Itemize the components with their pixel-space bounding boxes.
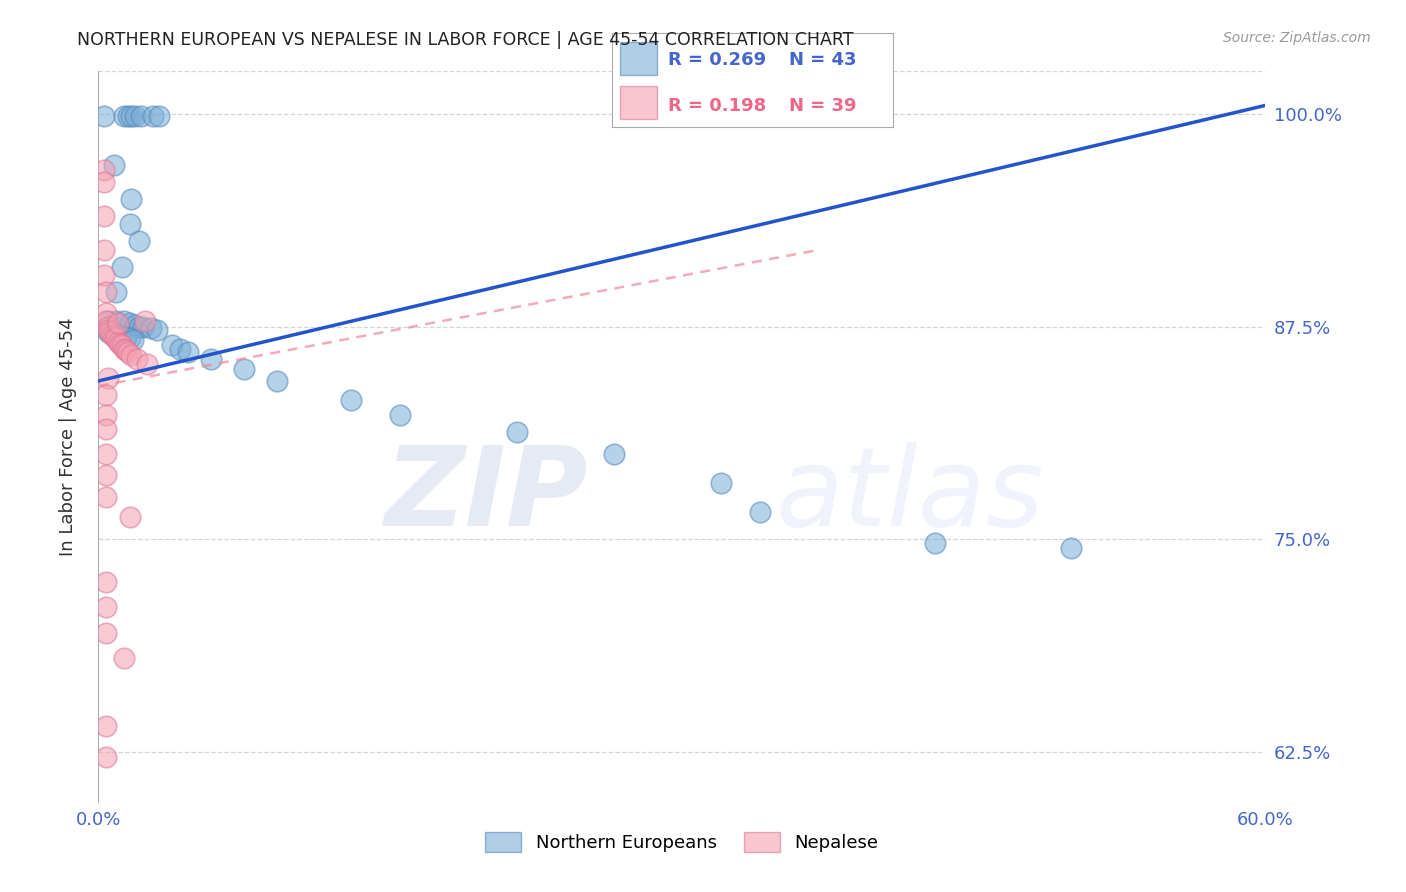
Point — [96, 600, 118, 615]
Point — [134, 314, 156, 328]
Point — [93, 175, 115, 189]
Point — [121, 348, 143, 362]
Point — [96, 314, 118, 328]
Point — [121, 109, 143, 123]
Point — [101, 328, 124, 343]
Point — [108, 336, 131, 351]
Text: Source: ZipAtlas.com: Source: ZipAtlas.com — [1223, 31, 1371, 45]
Point — [96, 421, 118, 435]
Point — [103, 329, 125, 343]
Point — [97, 319, 120, 334]
Point — [103, 158, 125, 172]
Point — [340, 392, 363, 407]
Point — [924, 535, 946, 549]
Point — [127, 351, 149, 366]
Point — [93, 268, 115, 283]
Text: N = 43: N = 43 — [789, 51, 856, 69]
FancyBboxPatch shape — [620, 87, 657, 120]
Text: N = 39: N = 39 — [789, 97, 856, 115]
Point — [103, 326, 125, 341]
Point — [96, 750, 118, 764]
Point — [136, 357, 159, 371]
Point — [93, 163, 115, 178]
Point — [93, 209, 115, 223]
Point — [603, 447, 626, 461]
Point — [1060, 541, 1083, 555]
Point — [233, 362, 256, 376]
Point — [96, 467, 118, 482]
Point — [96, 387, 118, 401]
Point — [97, 370, 120, 384]
Point — [112, 342, 135, 356]
Point — [93, 243, 115, 257]
Legend: Northern Europeans, Nepalese: Northern Europeans, Nepalese — [478, 824, 886, 860]
Point — [96, 490, 118, 504]
Point — [710, 475, 733, 490]
Point — [107, 316, 129, 330]
Point — [128, 319, 150, 334]
Text: R = 0.198: R = 0.198 — [668, 97, 766, 115]
Point — [96, 625, 118, 640]
Text: atlas: atlas — [775, 442, 1043, 549]
Point — [118, 510, 141, 524]
Point — [97, 314, 120, 328]
Point — [104, 314, 127, 328]
Point — [128, 235, 150, 249]
Point — [139, 321, 162, 335]
Point — [129, 109, 152, 123]
Point — [111, 260, 134, 274]
Point — [142, 109, 165, 123]
Point — [177, 345, 200, 359]
Point — [118, 218, 141, 232]
Point — [118, 316, 141, 330]
Point — [97, 323, 120, 337]
Point — [266, 374, 288, 388]
Point — [748, 505, 770, 519]
Point — [124, 109, 146, 123]
Point — [93, 109, 115, 123]
Point — [107, 334, 129, 349]
Point — [146, 323, 169, 337]
Y-axis label: In Labor Force | Age 45-54: In Labor Force | Age 45-54 — [59, 318, 77, 557]
Point — [96, 285, 118, 300]
Point — [97, 325, 120, 339]
Point — [108, 328, 131, 343]
Point — [104, 285, 127, 300]
Point — [112, 651, 135, 665]
Point — [96, 447, 118, 461]
Point — [112, 314, 135, 328]
Point — [117, 345, 139, 359]
Point — [162, 338, 184, 352]
Point — [121, 192, 143, 206]
Point — [117, 109, 139, 123]
Point — [98, 325, 121, 339]
Point — [388, 408, 411, 422]
Point — [104, 331, 127, 345]
FancyBboxPatch shape — [620, 42, 657, 75]
Point — [148, 109, 170, 123]
Point — [132, 319, 155, 334]
Point — [112, 109, 135, 123]
Point — [122, 333, 145, 347]
Text: R = 0.269: R = 0.269 — [668, 51, 766, 69]
Point — [96, 719, 118, 733]
Point — [96, 574, 118, 589]
Text: NORTHERN EUROPEAN VS NEPALESE IN LABOR FORCE | AGE 45-54 CORRELATION CHART: NORTHERN EUROPEAN VS NEPALESE IN LABOR F… — [77, 31, 853, 49]
Point — [96, 408, 118, 422]
Point — [169, 342, 191, 356]
Point — [111, 338, 134, 352]
Point — [96, 306, 118, 320]
Point — [114, 343, 136, 358]
Point — [200, 351, 222, 366]
Point — [114, 329, 136, 343]
Point — [118, 331, 141, 345]
Point — [124, 318, 146, 332]
Text: ZIP: ZIP — [385, 442, 589, 549]
Point — [505, 425, 527, 439]
